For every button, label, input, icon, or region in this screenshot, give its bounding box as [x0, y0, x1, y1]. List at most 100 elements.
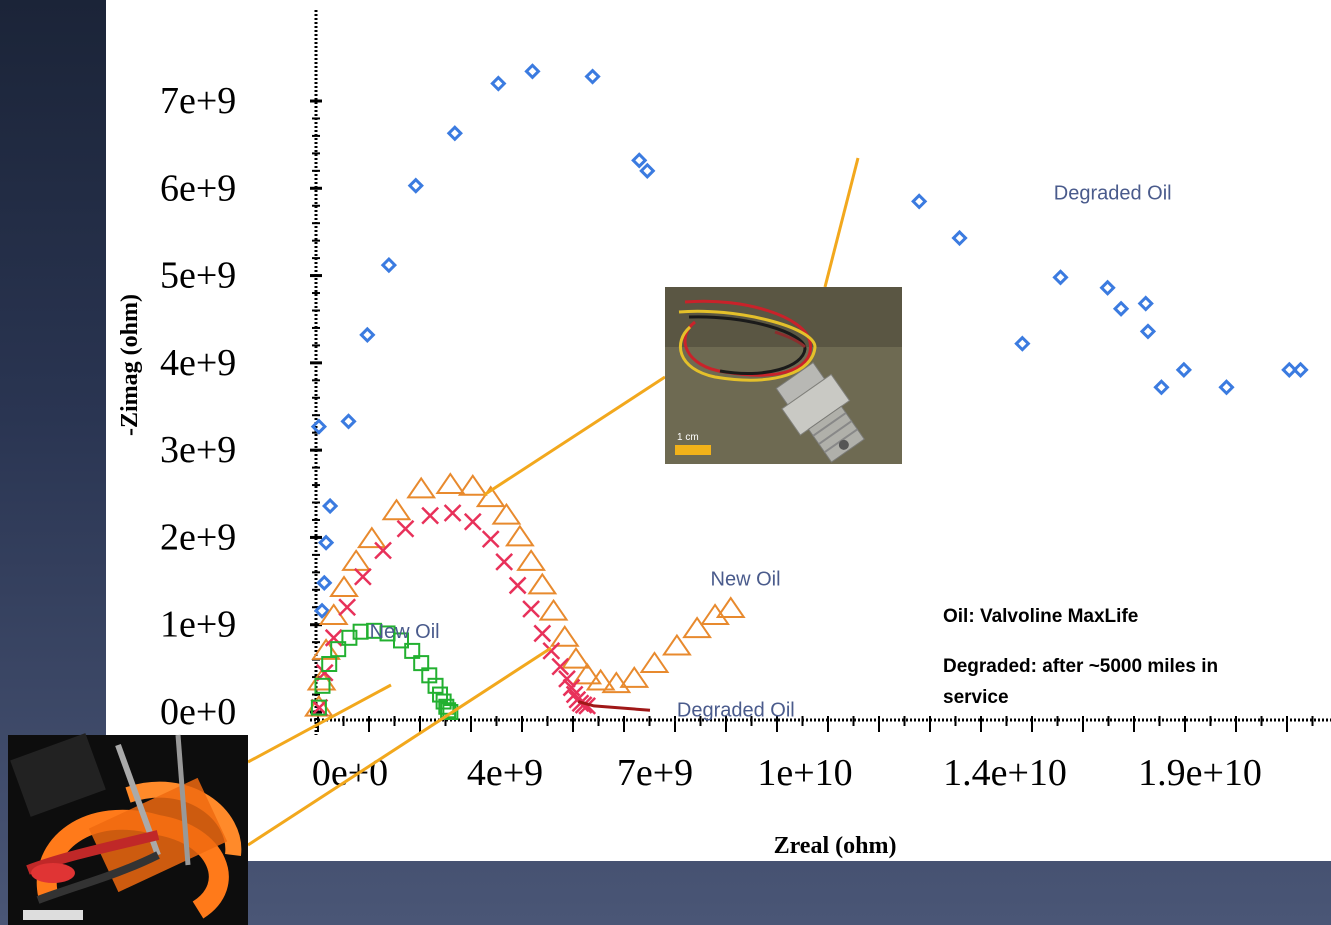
triangle-marker [700, 603, 730, 625]
triangle-marker [406, 476, 437, 499]
diamond-marker [380, 256, 398, 274]
diamond-marker [951, 229, 968, 247]
diamond-marker [310, 418, 328, 435]
x-marker [481, 530, 500, 549]
series-label: Degraded Oil [1054, 183, 1172, 205]
triangle-marker [572, 662, 603, 685]
x-marker [374, 541, 392, 560]
x-axis-title: Zreal (ohm) [774, 833, 897, 859]
diamond-marker [321, 497, 339, 515]
triangle-marker [356, 526, 387, 549]
series-label: New Oil [370, 621, 440, 643]
x-marker [574, 696, 593, 714]
square-marker [321, 655, 338, 672]
y-tick-label: 6e+9 [160, 167, 236, 209]
x-tick-label: 1e+10 [757, 752, 852, 794]
labels: Zreal (ohm) -Zimag (ohm) Oil: Valvoline … [117, 294, 1218, 859]
diamond-marker [1218, 379, 1235, 396]
triangle-marker [639, 651, 670, 673]
x-marker [443, 504, 462, 522]
x-tick-label: 7e+9 [617, 752, 693, 794]
square-marker [404, 642, 421, 659]
diamond-marker [1137, 295, 1154, 312]
diamond-marker [1292, 361, 1309, 378]
square-marker [427, 677, 444, 694]
diamond-marker [631, 152, 648, 169]
y-tick-label: 2e+9 [160, 516, 236, 558]
fixture-photo [8, 733, 248, 925]
x-marker [522, 600, 540, 618]
diamond-marker [584, 68, 601, 85]
triangle-marker [475, 485, 506, 508]
triangle-marker [516, 549, 546, 571]
dark-red-line [577, 700, 651, 712]
triangle-marker [311, 638, 341, 660]
diamond-marker [316, 574, 333, 591]
triangle-marker [682, 616, 712, 639]
triangle-marker [662, 633, 692, 656]
y-tick-label: 4e+9 [160, 342, 236, 384]
triangle-marker [549, 625, 580, 647]
square-marker [330, 641, 347, 658]
x-marker [421, 506, 440, 525]
x-marker [396, 519, 415, 538]
x-tick-label: 1.9e+10 [1138, 752, 1262, 794]
sensor-photo: 1 cm [665, 287, 902, 464]
triangle-marker [585, 668, 616, 691]
diamond-marker [446, 125, 463, 142]
y-tick-label: 7e+9 [160, 80, 236, 122]
diamond-marker [313, 602, 331, 619]
x-marker [578, 697, 597, 715]
x-marker [533, 624, 552, 643]
callout-line [247, 646, 552, 847]
diamond-marker [1099, 279, 1116, 296]
diamond-marker [1281, 361, 1298, 378]
x-marker [495, 552, 514, 571]
y-tick-label: 3e+9 [160, 429, 236, 471]
data-series: Degraded Oil New Oil New Oil Degraded Oil [304, 63, 1309, 721]
x-marker [338, 598, 357, 617]
diamond-marker [1153, 379, 1170, 396]
callout-line [483, 375, 666, 497]
square-marker [310, 699, 327, 716]
callout-lines [247, 157, 860, 847]
x-marker [542, 642, 561, 660]
square-marker [392, 632, 409, 649]
diamond-marker [911, 193, 928, 210]
x-marker [551, 657, 570, 676]
triangle-marker [435, 472, 466, 495]
triangle-marker [341, 549, 372, 571]
triangle-marker [601, 671, 632, 694]
diamond-marker [359, 326, 376, 344]
square-marker [314, 677, 331, 694]
triangle-marker [527, 572, 558, 595]
triangle-marker [491, 502, 522, 525]
square-marker [413, 655, 430, 672]
diamond-marker [524, 63, 541, 80]
diamond-marker [639, 162, 656, 179]
callout-line [247, 683, 392, 764]
diamond-marker [1052, 269, 1069, 286]
diamond-marker [1014, 335, 1031, 352]
x-marker [324, 628, 343, 647]
x-marker [508, 576, 527, 595]
y-tick-label: 0e+0 [160, 691, 236, 733]
diamond-marker [1139, 323, 1157, 340]
x-marker [463, 512, 482, 531]
triangle-marker [504, 524, 535, 547]
triangle-marker [538, 598, 569, 621]
x-marker [353, 567, 372, 586]
callout-line [823, 157, 860, 288]
oil-type-text: Oil: Valvoline MaxLife [943, 606, 1138, 627]
triangle-marker [619, 666, 650, 688]
degraded-description-line2: service [943, 687, 1009, 708]
triangle-marker [561, 646, 591, 669]
square-marker [438, 698, 455, 715]
diamond-marker [340, 413, 357, 430]
y-tick-label: 5e+9 [160, 255, 236, 297]
axes: 0e+0 1e+9 2e+9 3e+9 4e+9 5e+9 6e+9 7e+9 0e+0 4e+9… [160, 10, 1331, 794]
triangle-marker [381, 498, 412, 521]
x-tick-label: 1.4e+10 [943, 752, 1067, 794]
